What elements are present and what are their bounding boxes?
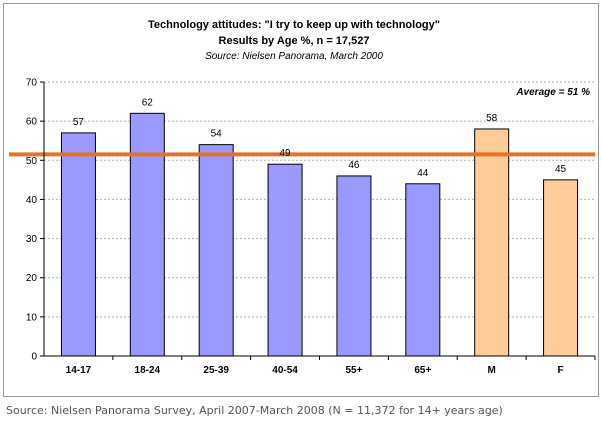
y-tick-label: 50 bbox=[26, 156, 38, 167]
axes bbox=[40, 81, 596, 360]
bar bbox=[60, 132, 96, 357]
bar bbox=[129, 112, 165, 357]
value-label: 54 bbox=[211, 129, 223, 140]
value-label: 45 bbox=[555, 164, 567, 175]
bars bbox=[60, 112, 579, 357]
value-label: 44 bbox=[417, 168, 429, 179]
value-labels: 57 62 54 49 46 44 58 45 bbox=[73, 97, 567, 178]
y-tick-label: 30 bbox=[26, 234, 38, 245]
bar bbox=[543, 179, 579, 357]
x-tick-label: 18-24 bbox=[135, 365, 161, 376]
chart-subtitle: Results by Age %, n = 17,527 bbox=[219, 35, 370, 47]
y-tick-label: 70 bbox=[26, 78, 38, 89]
y-tick-label: 10 bbox=[26, 312, 38, 323]
y-tick-labels: 0 10 20 30 40 50 60 70 bbox=[26, 78, 38, 363]
bar bbox=[267, 163, 303, 357]
bar bbox=[405, 183, 441, 357]
x-tick-label: 40-54 bbox=[272, 365, 298, 376]
x-tick-label: 25-39 bbox=[203, 365, 229, 376]
y-tick-label: 40 bbox=[26, 195, 38, 206]
value-label: 46 bbox=[348, 160, 360, 171]
value-label: 49 bbox=[280, 148, 292, 159]
chart-inline-source: Source: Nielsen Panorama, March 2000 bbox=[205, 51, 383, 62]
chart-title: Technology attitudes: "I try to keep up … bbox=[148, 19, 440, 31]
bar-chart: Technology attitudes: "I try to keep up … bbox=[9, 19, 596, 376]
bar bbox=[198, 144, 234, 357]
average-line-group: Average = 51 % bbox=[9, 87, 595, 157]
value-label: 62 bbox=[142, 97, 154, 108]
chart-frame: Technology attitudes: "I try to keep up … bbox=[3, 3, 599, 397]
x-tick-label: 55+ bbox=[345, 365, 362, 376]
y-tick-label: 60 bbox=[26, 117, 38, 128]
x-tick-label: 14-17 bbox=[66, 365, 92, 376]
average-label: Average = 51 % bbox=[515, 87, 590, 98]
x-tick-label: 65+ bbox=[414, 365, 431, 376]
bar bbox=[474, 128, 510, 357]
bar bbox=[336, 175, 372, 357]
y-tick-label: 20 bbox=[26, 273, 38, 284]
x-tick-labels: 14-17 18-24 25-39 40-54 55+ 65+ M F bbox=[66, 365, 564, 376]
gridlines bbox=[44, 81, 595, 318]
x-tick-label: F bbox=[558, 365, 564, 376]
value-label: 58 bbox=[486, 113, 498, 124]
value-label: 57 bbox=[73, 117, 85, 128]
x-tick-label: M bbox=[488, 365, 496, 376]
y-tick-label: 0 bbox=[31, 352, 37, 363]
footer-source: Source: Nielsen Panorama Survey, April 2… bbox=[6, 404, 503, 417]
